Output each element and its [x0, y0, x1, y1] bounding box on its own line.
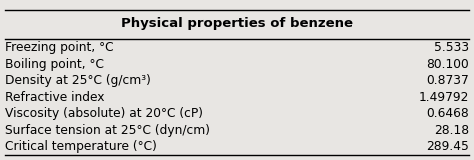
Text: 5.533: 5.533 [434, 41, 469, 54]
Text: 0.8737: 0.8737 [427, 74, 469, 87]
Text: Freezing point, °C: Freezing point, °C [5, 41, 113, 54]
Text: 289.45: 289.45 [427, 140, 469, 153]
Text: 80.100: 80.100 [427, 58, 469, 71]
Text: Surface tension at 25°C (dyn/cm): Surface tension at 25°C (dyn/cm) [5, 124, 210, 137]
Text: 28.18: 28.18 [434, 124, 469, 137]
Text: Density at 25°C (g/cm³): Density at 25°C (g/cm³) [5, 74, 151, 87]
Text: Physical properties of benzene: Physical properties of benzene [121, 17, 353, 30]
Text: Refractive index: Refractive index [5, 91, 104, 104]
Text: Boiling point, °C: Boiling point, °C [5, 58, 104, 71]
Text: Viscosity (absolute) at 20°C (cP): Viscosity (absolute) at 20°C (cP) [5, 107, 203, 120]
Text: 0.6468: 0.6468 [427, 107, 469, 120]
Text: 1.49792: 1.49792 [419, 91, 469, 104]
Text: Critical temperature (°C): Critical temperature (°C) [5, 140, 156, 153]
